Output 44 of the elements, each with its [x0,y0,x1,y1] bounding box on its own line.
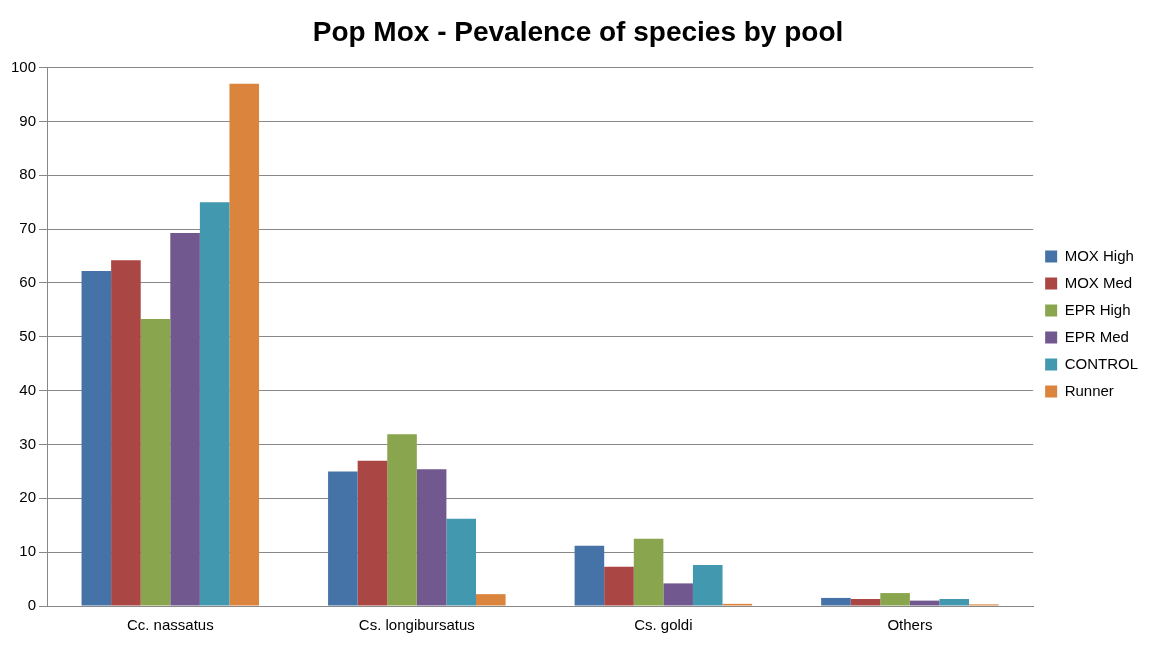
legend-label: EPR Med [1064,327,1129,345]
legend-label: MOX Med [1064,273,1133,291]
bar [850,599,881,606]
y-tick-label: 80 [19,165,37,183]
bar [880,593,910,606]
bar [663,583,693,606]
bar [416,469,447,606]
bar [328,471,358,606]
y-tick-label: 60 [19,273,37,291]
y-tick-label: 40 [19,380,37,398]
y-tick-label: 20 [19,488,37,506]
x-tick-label: Cs. longibursatus [358,616,475,634]
bar [692,565,723,606]
bar [111,260,141,606]
bar [199,202,230,606]
bar [821,597,851,606]
legend-label: Runner [1064,381,1114,399]
y-tick-label: 30 [19,434,37,452]
bar [909,600,940,606]
y-tick-label: 50 [19,326,37,344]
x-tick-label: Others [887,616,933,634]
bar [81,271,112,606]
y-tick-label: 0 [27,596,37,614]
y-tick-label: 10 [19,542,37,560]
y-tick-label: 90 [19,111,37,129]
bar [170,232,200,606]
y-tick-label: 100 [11,57,37,75]
bar [476,594,506,606]
legend-label: CONTROL [1064,354,1139,372]
bar [574,545,605,606]
bar [357,460,388,606]
bar [446,518,476,606]
x-tick-label: Cc. nassatus [126,616,214,634]
chart-title: Pop Mox - Pevalence of species by pool [312,15,844,47]
bar [939,599,970,606]
y-tick-label: 70 [19,219,37,237]
bar [633,538,664,606]
bar [140,319,171,606]
x-tick-label: Cs. goldi [634,616,693,634]
bar [229,83,260,606]
legend-label: MOX High [1064,246,1134,264]
bar [604,566,634,606]
legend-label: EPR High [1064,300,1131,318]
bar [387,434,417,606]
